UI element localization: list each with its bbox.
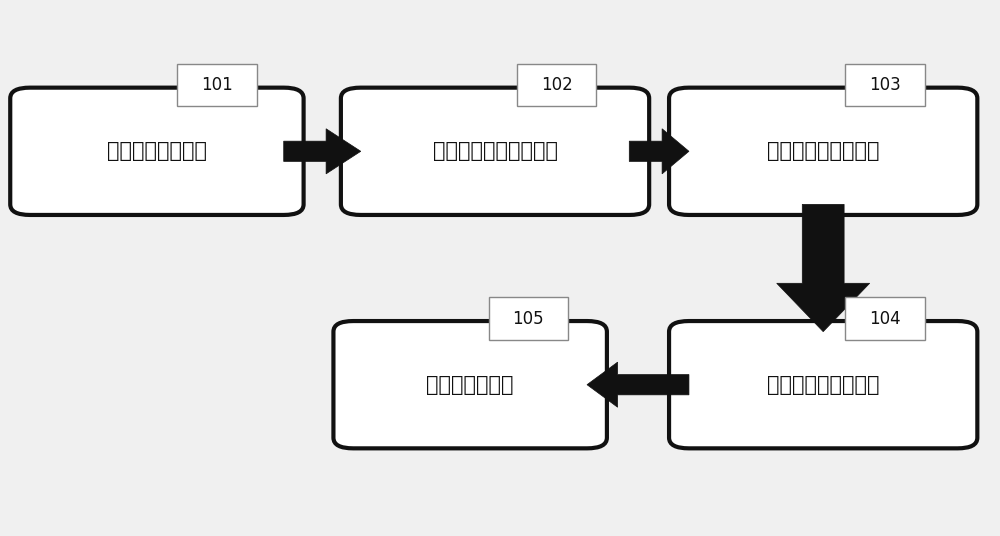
Polygon shape [284,129,361,174]
Text: 绘制区域设定模块: 绘制区域设定模块 [107,142,207,161]
FancyBboxPatch shape [517,64,596,107]
Text: 缓冲与插值分析模块: 缓冲与插值分析模块 [767,142,879,161]
Text: 分析与输出模块: 分析与输出模块 [426,375,514,394]
Text: 101: 101 [201,76,233,94]
FancyBboxPatch shape [333,321,607,448]
Polygon shape [587,362,689,407]
FancyBboxPatch shape [669,321,977,448]
Text: 105: 105 [513,310,544,327]
Polygon shape [777,204,870,332]
Text: 绘制矢量数据获取模块: 绘制矢量数据获取模块 [433,142,558,161]
FancyBboxPatch shape [669,88,977,215]
Text: 融合与分类成图模块: 融合与分类成图模块 [767,375,879,394]
FancyBboxPatch shape [845,297,925,340]
FancyBboxPatch shape [845,64,925,107]
FancyBboxPatch shape [489,297,568,340]
FancyBboxPatch shape [177,64,257,107]
FancyBboxPatch shape [341,88,649,215]
Text: 102: 102 [541,76,573,94]
Text: 104: 104 [869,310,901,327]
Text: 103: 103 [869,76,901,94]
FancyBboxPatch shape [10,88,304,215]
Polygon shape [629,129,689,174]
